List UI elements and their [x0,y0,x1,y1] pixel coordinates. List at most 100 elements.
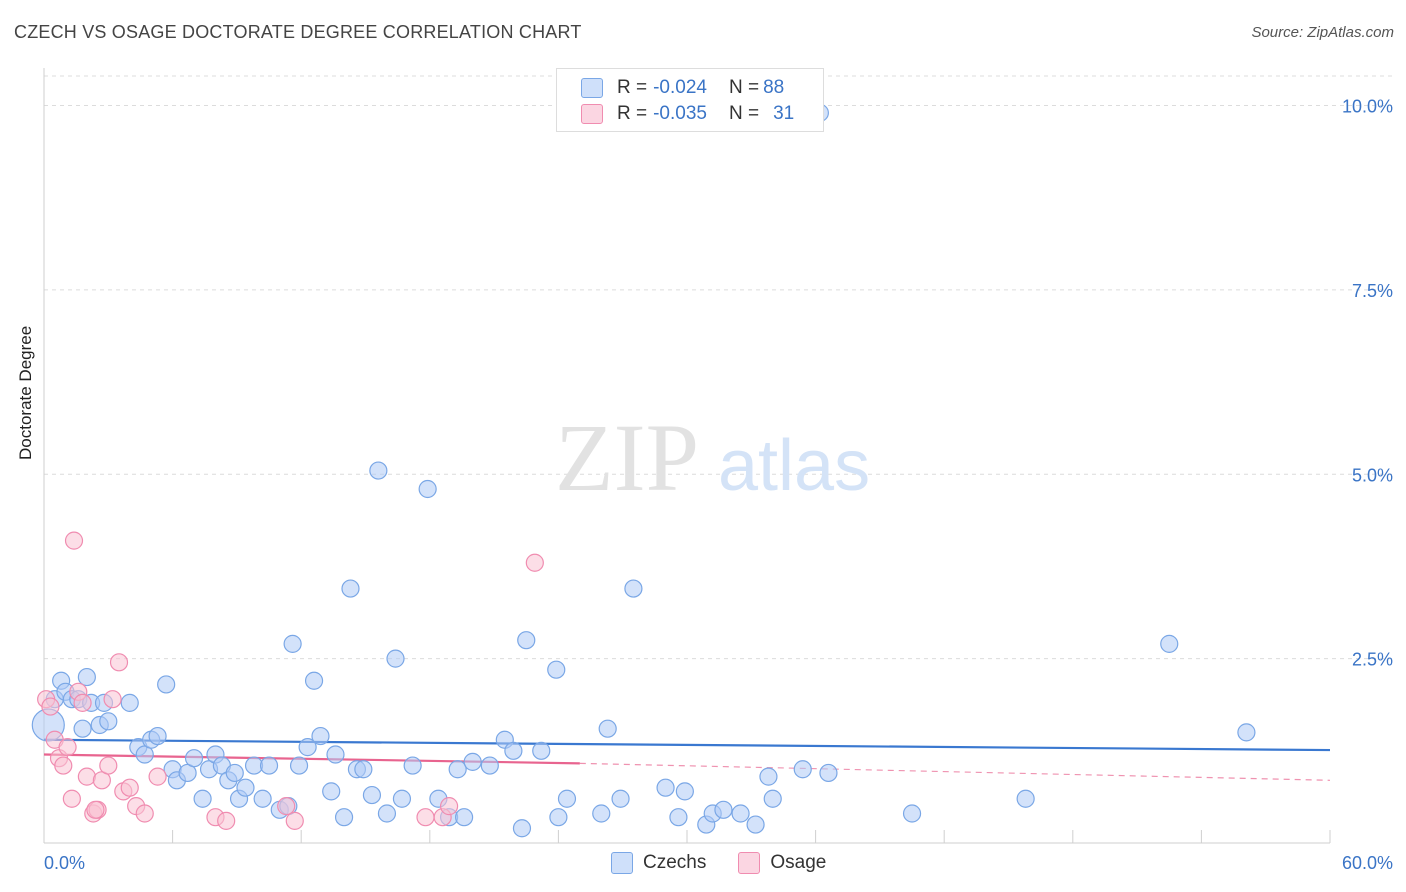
series-label-czechs: Czechs [643,852,707,873]
watermark: ZIP atlas [555,404,870,511]
data-point-czechs [184,749,204,768]
legend-swatch-osage [581,104,603,124]
data-point-czechs [193,789,212,808]
data-point-czechs [386,649,405,668]
source-label: Source: ZipAtlas.com [1251,24,1394,41]
legend-n-value: 31 [773,103,795,124]
data-point-czechs [669,808,688,827]
data-point-czechs [403,756,422,775]
data-point-osage [103,690,122,709]
data-point-czechs [547,660,566,679]
data-point-czechs [148,726,167,746]
data-point-czechs [454,808,474,827]
x-tick-label: 0.0% [44,853,85,873]
data-point-czechs [463,752,482,771]
data-point-czechs [369,461,388,480]
data-point-osage [77,767,96,786]
correlation-legend: R = -0.024 N = 88 R = -0.035 N = 31 [556,68,824,132]
data-point-osage [41,697,60,716]
data-point-czechs [819,763,838,783]
data-point-czechs [759,767,778,786]
data-point-czechs [304,671,324,690]
data-point-czechs [1016,789,1035,808]
chart-title: CZECH VS OSAGE DOCTORATE DEGREE CORRELAT… [14,22,582,42]
data-point-osage [148,767,167,786]
data-point-czechs [504,741,523,760]
legend-n-value: 88 [763,77,785,98]
data-point-osage [99,756,118,775]
legend-n-label: N = [728,77,760,98]
data-point-czechs [675,782,694,801]
watermark-atlas: atlas [718,426,870,506]
y-axis-label: Doctorate Degree [16,325,35,460]
data-point-czechs [283,634,302,653]
data-point-osage [439,797,459,816]
data-point-czechs [157,675,176,694]
data-points [31,103,1256,838]
data-point-czechs [557,789,577,808]
data-point-osage [86,800,105,819]
legend-r-label: R = [617,77,648,98]
series-legend-czechs: Czechs [611,852,706,874]
data-point-czechs [354,760,373,779]
data-point-czechs [120,693,139,712]
data-point-czechs [624,579,643,598]
y-tick-label: 2.5% [1352,650,1393,670]
data-point-czechs [793,760,812,779]
legend-row-osage: R = -0.035 N = 31 [557,101,794,127]
data-point-czechs [259,756,279,775]
data-point-czechs [1237,723,1256,742]
data-point-czechs [322,782,341,801]
data-point-czechs [326,745,345,764]
trend-line-czechs [43,738,1331,752]
data-point-czechs [334,808,354,827]
data-point-osage [58,738,77,757]
data-point-czechs [311,726,330,746]
y-tick-label: 7.5% [1352,281,1393,301]
data-point-czechs [392,789,412,808]
data-point-czechs [99,712,118,731]
data-point-osage [217,811,236,830]
data-point-czechs [902,804,922,823]
data-point-czechs [549,808,568,827]
data-point-czechs [731,804,750,823]
data-point-osage [120,778,139,797]
y-tick-label: 5.0% [1352,465,1393,485]
data-point-czechs [714,800,733,819]
data-point-czechs [1160,634,1179,653]
data-point-czechs [592,804,611,823]
data-point-osage [62,789,81,808]
data-point-osage [135,804,154,823]
data-point-osage [525,553,544,572]
series-legend-osage: Osage [738,852,826,874]
data-point-czechs [418,479,437,499]
legend-swatch-czechs [581,78,603,98]
data-point-czechs [253,789,272,808]
grid-lines [44,75,1392,660]
data-point-czechs [73,719,92,738]
trend-line-osage [43,753,580,765]
legend-r-label: R = [617,103,648,124]
series-label-osage: Osage [770,852,827,873]
data-point-czechs [298,738,317,757]
data-point-czechs [512,819,532,838]
data-point-czechs [225,763,244,783]
legend-r-value: -0.035 [653,103,707,124]
x-tick-label: 60.0% [1342,853,1393,873]
legend-r-value: -0.024 [653,77,707,98]
data-point-czechs [448,760,467,779]
data-point-czechs [763,789,782,808]
data-point-czechs [362,785,382,805]
data-point-czechs [746,815,765,834]
data-point-czechs [341,579,360,598]
legend-n-label: N = [728,103,760,124]
legend-row-czechs: R = -0.024 N = 88 [557,75,784,101]
tick-labels: 2.5% 5.0% 7.5% 10.0% 0.0% 60.0% [44,97,1393,874]
watermark-zip: ZIP [555,404,699,511]
data-point-czechs [77,667,96,687]
data-point-czechs [377,804,397,823]
series-swatch-osage [738,852,761,874]
data-point-czechs [236,778,255,797]
data-point-osage [109,653,129,672]
